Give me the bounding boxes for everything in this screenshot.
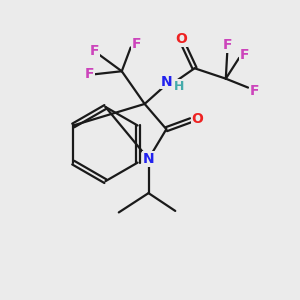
Text: F: F — [240, 48, 249, 62]
Text: H: H — [174, 80, 184, 93]
Text: N: N — [143, 152, 154, 166]
Text: F: F — [249, 84, 259, 98]
Text: F: F — [89, 44, 99, 58]
Text: O: O — [191, 112, 203, 126]
Text: F: F — [223, 38, 232, 52]
Text: F: F — [84, 67, 94, 81]
Text: O: O — [175, 32, 187, 46]
Text: F: F — [131, 37, 141, 51]
Text: N: N — [160, 75, 172, 88]
